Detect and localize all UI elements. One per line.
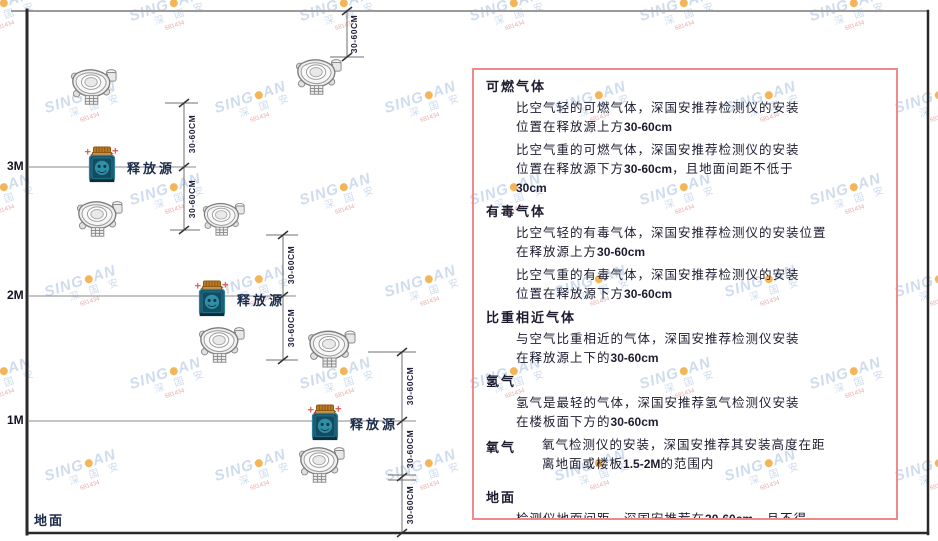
installation-guide-panel: 可燃气体 比空气轻的可燃气体，深国安推荐检测仪的安装 位置在释放源上方30-60c… [472, 68, 898, 520]
dimension-ticks [178, 6, 408, 538]
section-hydrogen: 氢气 氢气是最轻的气体，深国安推荐氢气检测仪安装 在楼板面下方的30-60cm [484, 372, 886, 432]
gas-detector-icon [68, 64, 118, 106]
gas-detector-icon [74, 196, 124, 238]
dim-label: 30-60CM [286, 309, 296, 347]
section-paragraph: 氧气检测仪的安装，深国安推荐其安装高度在距 离地面或楼板1.5-2M的范围内 [542, 438, 826, 471]
ground-label: 地面 [34, 513, 65, 528]
room-outline [11, 8, 930, 536]
release-source-label: 释放源 [350, 417, 399, 432]
dim-label: 30-60CM [405, 486, 415, 524]
gas-detector-icon [305, 326, 357, 368]
section-ground: 地面 检测仪地面间距，深国安推荐在30-60cm，且不得小于30cm，因为过低容… [484, 488, 886, 520]
height-label-3m: 3M [7, 159, 24, 173]
gas-detector-icon [200, 198, 246, 237]
release-source-icon [306, 402, 344, 444]
section-heading: 氢气 [486, 374, 517, 389]
section-paragraph: 氢气是最轻的气体，深国安推荐氢气检测仪安装 在楼板面下方的30-60cm [516, 396, 800, 429]
gas-detector-icon [196, 322, 246, 364]
section-paragraph: 与空气比重相近的气体，深国安推荐检测仪安装 在释放源上下的30-60cm [516, 332, 800, 365]
release-source-label: 释放源 [237, 293, 286, 308]
section-paragraph: 比空气轻的有毒气体，深国安推荐检测仪的安装位置 在释放源上方30-60cm [516, 226, 827, 259]
dim-label: 30-60CM [187, 115, 197, 153]
section-heading: 地面 [486, 490, 517, 505]
dim-label: 30-60CM [286, 246, 296, 284]
section-paragraph: 比空气重的可燃气体，深国安推荐检测仪的安装 位置在释放源下方30-60cm，且地面… [516, 143, 800, 195]
release-source-label: 释放源 [127, 161, 176, 176]
dim-label: 30-60CM [405, 367, 415, 405]
dim-label: 30-60CM [405, 430, 415, 468]
section-paragraph: 比空气轻的可燃气体，深国安推荐检测仪的安装 位置在释放源上方30-60cm [516, 101, 800, 134]
section-heading: 有毒气体 [486, 204, 547, 219]
release-source-icon [193, 278, 231, 320]
release-source-icon [83, 144, 121, 186]
section-similar-density-gas: 比重相近气体 与空气比重相近的气体，深国安推荐检测仪安装 在释放源上下的30-60… [484, 308, 886, 368]
section-heading: 氧气 [486, 440, 517, 455]
section-flammable-gas: 可燃气体 比空气轻的可燃气体，深国安推荐检测仪的安装 位置在释放源上方30-60c… [484, 77, 886, 198]
section-toxic-gas: 有毒气体 比空气轻的有毒气体，深国安推荐检测仪的安装位置 在释放源上方30-60c… [484, 202, 886, 304]
section-paragraph: 比空气重的有毒气体，深国安推荐检测仪的安装 位置在释放源下方30-60cm [516, 268, 800, 301]
section-oxygen: 氧气 氧气检测仪的安装，深国安推荐其安装高度在距 离地面或楼板1.5-2M的范围内 [484, 436, 886, 474]
dimension-labels: 30-60CM 30-60CM 30-60CM 30-60CM 30-60CM … [187, 15, 415, 524]
gas-detector-icon [296, 442, 346, 484]
section-paragraph: 检测仪地面间距，深国安推荐在30-60cm，且不得小于30cm，因为过低容易水溅… [516, 512, 808, 520]
height-label-2m: 2M [7, 288, 24, 302]
section-heading: 比重相近气体 [486, 310, 577, 325]
section-heading: 可燃气体 [486, 79, 547, 94]
dim-label: 30-60CM [187, 180, 197, 218]
dim-label: 30-60CM [349, 15, 359, 53]
gas-detector-icon [293, 54, 343, 96]
height-label-1m: 1M [7, 413, 24, 427]
